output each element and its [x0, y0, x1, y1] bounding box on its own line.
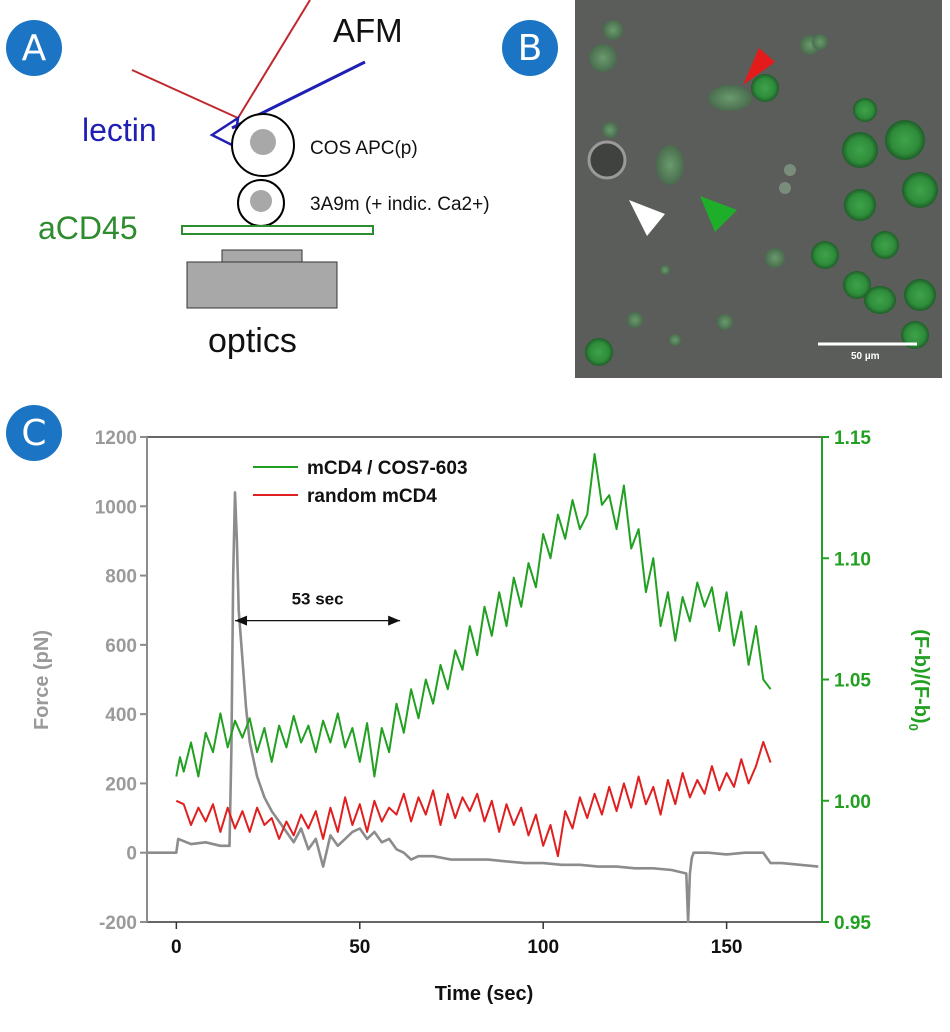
left-tick-label-2: 200	[105, 774, 137, 795]
x-tick-label-0: 0	[171, 937, 182, 958]
series-line-force-trace	[147, 491, 819, 924]
left-tick-label-7: 1200	[95, 428, 137, 449]
afm-laser-line-1	[237, 0, 311, 119]
series-line-mcd4-cos	[175, 453, 772, 778]
x-tick-label-3: 150	[711, 937, 743, 958]
cos-label: COS APC(p)	[310, 138, 418, 159]
series-line-random-mcd4	[175, 740, 772, 858]
right-tick-label-4: 1.15	[834, 428, 871, 449]
tcell-label: 3A9m (+ indic. Ca2+)	[310, 194, 490, 215]
left-tick-label-0: -200	[99, 913, 137, 934]
legend: mCD4 / COS7-603 random mCD4	[253, 458, 468, 507]
acd45-slide-icon	[181, 225, 374, 235]
right-tick-label-2: 1.05	[834, 671, 871, 692]
right-tick-label-0: 0.95	[834, 913, 871, 934]
annotation-arrowhead-left	[235, 615, 248, 626]
right-axis-label-sub: 0	[906, 724, 921, 731]
annotation-arrowhead-right	[388, 615, 401, 626]
scale-bar-label: 50 µm	[851, 351, 880, 362]
x-tick-label-2: 100	[527, 937, 559, 958]
legend-label-random: random mCD4	[307, 486, 437, 507]
panel-b-badge: B	[502, 20, 558, 76]
annotation-53sec: 53 sec	[235, 590, 401, 626]
cell-cluster	[585, 20, 938, 366]
right-axis-label-main: (F-b)/(F-b)	[910, 629, 932, 723]
microscopy-cells	[575, 0, 942, 378]
lectin-label: lectin	[82, 112, 157, 148]
red-arrow-icon	[743, 48, 775, 85]
cos-nucleus-icon	[250, 129, 276, 155]
left-tick-label-6: 1000	[95, 497, 137, 518]
left-tick-label-4: 600	[105, 636, 137, 657]
afm-label: AFM	[333, 12, 403, 49]
legend-label-mcd4-cos: mCD4 / COS7-603	[307, 458, 468, 479]
panel-c-badge: C	[6, 405, 62, 461]
panel-a-schematic	[131, 0, 374, 309]
optics-label: optics	[208, 322, 297, 360]
left-axis-label: Force (pN)	[31, 630, 53, 730]
left-tick-label-3: 400	[105, 705, 137, 726]
optics-body-icon	[186, 261, 338, 309]
optics-top-icon	[221, 249, 303, 263]
tcell-nucleus-icon	[250, 190, 272, 212]
left-tick-label-5: 800	[105, 567, 137, 588]
panel-a-badge: A	[6, 20, 62, 76]
green-arrow-icon	[700, 196, 737, 232]
microscopy-image: 50 µm	[575, 0, 942, 378]
x-axis-label: Time (sec)	[435, 983, 534, 1005]
right-tick-label-1: 1.00	[834, 792, 871, 813]
right-tick-label-3: 1.10	[834, 549, 871, 570]
right-axis-label: (F-b)/(F-b)0	[906, 629, 932, 731]
annotation-label: 53 sec	[292, 590, 344, 609]
left-tick-label-1: 0	[126, 844, 137, 865]
afm-laser-line-2	[131, 69, 239, 119]
white-arrow-icon	[629, 200, 665, 236]
acd45-label: aCD45	[38, 210, 138, 246]
x-tick-label-1: 50	[349, 937, 370, 958]
